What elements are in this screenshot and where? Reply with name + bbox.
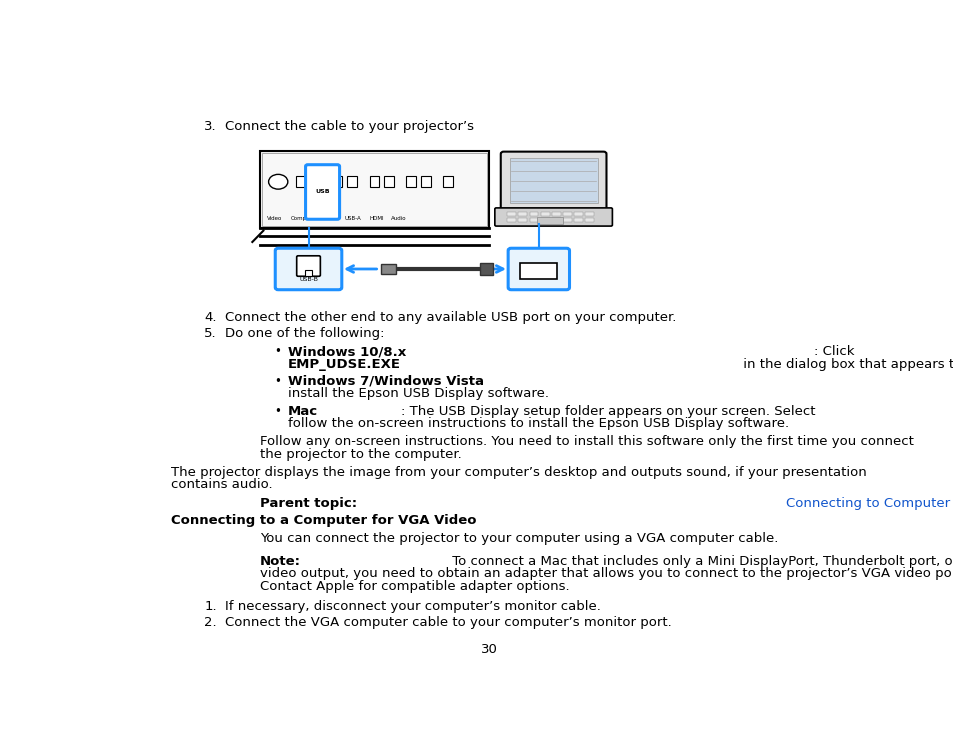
Text: Comput: Comput (291, 216, 313, 221)
FancyBboxPatch shape (275, 248, 341, 290)
Text: •: • (274, 404, 281, 418)
Text: video output, you need to obtain an adapter that allows you to connect to the pr: video output, you need to obtain an adap… (259, 567, 953, 580)
Bar (540, 213, 549, 216)
Bar (551, 213, 560, 216)
Text: If necessary, disconnect your computer’s monitor cable.: If necessary, disconnect your computer’s… (225, 600, 600, 613)
Text: contains audio.: contains audio. (171, 478, 273, 492)
Text: Audio: Audio (391, 216, 407, 221)
Bar (509, 159, 597, 204)
Text: the projector to the computer.: the projector to the computer. (259, 448, 461, 461)
Bar (518, 213, 527, 216)
Bar (421, 176, 431, 187)
Text: USB: USB (314, 190, 330, 195)
Bar (305, 270, 312, 276)
Bar (519, 263, 557, 279)
Text: 2.: 2. (204, 616, 216, 629)
Text: USB-B: USB-B (299, 277, 317, 282)
Text: Mac: Mac (288, 404, 317, 418)
Bar (262, 153, 486, 226)
Bar (518, 218, 527, 221)
Bar (562, 213, 571, 216)
Bar (574, 213, 582, 216)
Text: Windows 7/Windows Vista: Windows 7/Windows Vista (288, 375, 483, 388)
Bar (551, 218, 560, 221)
Text: •: • (274, 345, 281, 359)
Bar (562, 218, 571, 221)
Text: Parent topic:: Parent topic: (259, 497, 361, 509)
Text: HDMI: HDMI (369, 216, 383, 221)
Bar (507, 218, 516, 221)
Bar (529, 218, 537, 221)
Text: 4.: 4. (204, 311, 216, 324)
Bar (574, 218, 582, 221)
Bar (333, 176, 342, 187)
Bar (406, 176, 416, 187)
FancyBboxPatch shape (305, 165, 339, 219)
Text: 3.: 3. (204, 120, 216, 133)
Text: USB-A: USB-A (344, 216, 361, 221)
Text: To connect a Mac that includes only a Mini DisplayPort, Thunderbolt port, or Min: To connect a Mac that includes only a Mi… (447, 554, 953, 568)
Text: Windows 10/8.x: Windows 10/8.x (288, 345, 406, 359)
Text: Contact Apple for compatible adapter options.: Contact Apple for compatible adapter opt… (259, 579, 569, 593)
Text: 30: 30 (480, 643, 497, 655)
Text: install the Epson USB Display software.: install the Epson USB Display software. (288, 387, 548, 401)
Bar (507, 213, 516, 216)
Text: •: • (274, 375, 281, 388)
Bar (259, 151, 488, 228)
Text: You can connect the projector to your computer using a VGA computer cable.: You can connect the projector to your co… (259, 532, 778, 545)
FancyBboxPatch shape (508, 248, 569, 290)
FancyBboxPatch shape (500, 151, 606, 210)
Bar (380, 264, 395, 274)
Text: The projector displays the image from your computer’s desktop and outputs sound,: The projector displays the image from yo… (171, 466, 866, 479)
Text: Connect the other end to any available USB port on your computer.: Connect the other end to any available U… (225, 311, 676, 324)
Bar (540, 218, 549, 221)
Text: follow the on-screen instructions to install the Epson USB Display software.: follow the on-screen instructions to ins… (288, 417, 788, 430)
Text: Connect the cable to your projector’s: Connect the cable to your projector’s (225, 120, 477, 133)
Bar (584, 213, 594, 216)
Bar (479, 263, 493, 275)
Bar (347, 176, 356, 187)
Bar (443, 176, 453, 187)
Circle shape (269, 174, 288, 189)
Text: Do one of the following:: Do one of the following: (225, 327, 384, 340)
Bar (584, 218, 594, 221)
Text: Video: Video (267, 216, 282, 221)
Text: EMP_UDSE.EXE: EMP_UDSE.EXE (288, 358, 400, 371)
Bar (384, 176, 394, 187)
Bar (529, 213, 537, 216)
Text: Connecting to Computer Sources: Connecting to Computer Sources (785, 497, 953, 509)
Bar (310, 176, 319, 187)
Text: Connect the VGA computer cable to your computer’s monitor port.: Connect the VGA computer cable to your c… (225, 616, 671, 629)
Text: in the dialog box that appears to install the Epson USB Display software.: in the dialog box that appears to instal… (738, 358, 953, 371)
Text: Note:: Note: (259, 554, 300, 568)
Bar (295, 176, 305, 187)
Text: 1.: 1. (204, 600, 216, 613)
Text: USB-B: USB-B (320, 216, 336, 221)
Text: : Click: : Click (813, 345, 858, 359)
FancyBboxPatch shape (296, 256, 320, 276)
Text: 5.: 5. (204, 327, 216, 340)
Bar (369, 176, 378, 187)
Text: : The USB Display setup folder appears on your screen. Select: : The USB Display setup folder appears o… (400, 404, 819, 418)
FancyBboxPatch shape (495, 208, 612, 226)
Text: Follow any on-screen instructions. You need to install this software only the fi: Follow any on-screen instructions. You n… (259, 435, 913, 448)
Text: Connecting to a Computer for VGA Video: Connecting to a Computer for VGA Video (171, 514, 476, 527)
Bar (537, 217, 562, 224)
